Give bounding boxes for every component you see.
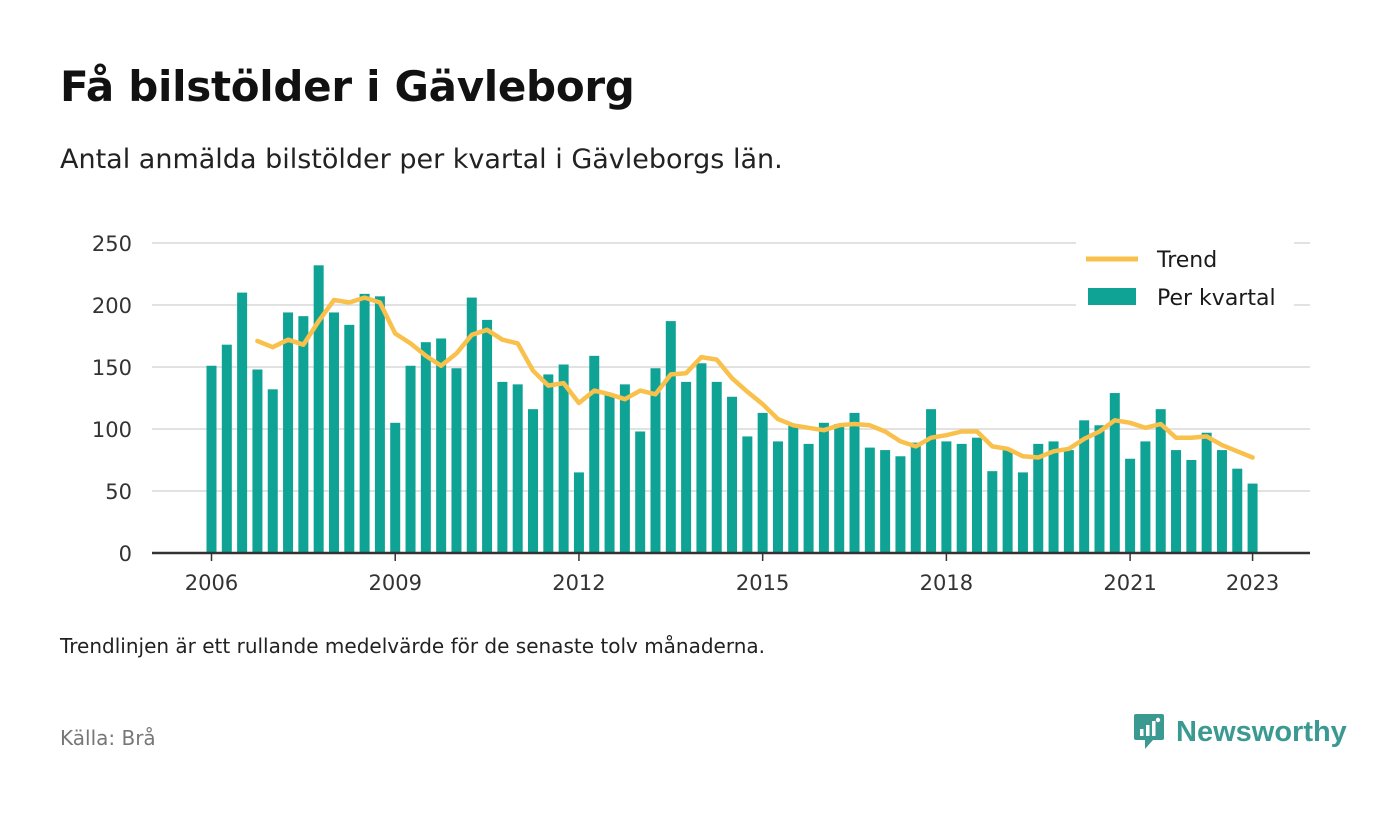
bar [956,443,967,553]
bar [619,384,630,553]
newsworthy-logo-icon [1134,714,1164,749]
bar [283,312,294,553]
bar [727,396,738,553]
bar [313,265,324,553]
bar [895,456,906,553]
bar [558,364,569,553]
chart-title: Få bilstölder i Gävleborg [60,62,635,111]
footnote: Trendlinjen är ett rullande medelvärde f… [60,634,766,658]
legend-background [1076,240,1294,320]
bar [420,342,431,553]
bar [1017,472,1028,553]
y-tick-label: 0 [119,542,132,566]
bar [910,442,921,553]
bar [267,389,278,553]
bar [1247,483,1258,553]
bar [237,292,248,553]
bar [635,431,646,553]
bar [880,450,891,553]
bar [1155,409,1166,553]
bar-chart: 0 50 100 150 200 250 2006 2009 2012 2015 2018 2021 2… [92,232,1310,595]
legend: Trend Per kvartal [1076,240,1294,320]
bar [374,296,385,553]
bar [1201,432,1212,553]
y-tick-label: 100 [92,418,132,442]
bar [252,369,263,553]
bar [803,443,814,553]
bar [604,394,615,553]
legend-trend-label: Trend [1156,248,1217,273]
bar [681,381,692,553]
y-tick-label: 50 [105,480,132,504]
bar [1140,441,1151,553]
bar [436,338,447,553]
bar [788,424,799,553]
bar [573,472,584,553]
bar [206,365,217,553]
x-tick-label: 2018 [920,571,973,595]
x-tick-label: 2023 [1226,571,1279,595]
bar [512,384,523,553]
x-tick-label: 2021 [1103,571,1156,595]
bar [818,422,829,553]
bar [221,344,232,553]
bar [1171,450,1182,553]
bar [466,297,477,553]
bar [482,319,493,553]
trend-line [255,295,1255,460]
bar [1186,460,1197,553]
bar [864,447,875,553]
bar [1033,443,1044,553]
newsworthy-logo[interactable]: Newsworthy [1132,712,1347,752]
x-tick-label: 2015 [736,571,789,595]
bar [528,409,539,553]
bar [1094,425,1105,553]
x-tick-label: 2006 [185,571,238,595]
bar [941,441,952,553]
bar [1002,450,1013,553]
bar [987,471,998,553]
bar [665,321,676,553]
bar [1063,450,1074,553]
bar [543,374,554,553]
bar [451,368,462,553]
bar [1216,450,1227,553]
bar [742,436,753,553]
bar [1048,441,1059,553]
bar [298,316,309,553]
y-tick-label: 250 [92,232,132,256]
trend-line-layer [255,295,1255,460]
y-tick-label: 150 [92,356,132,380]
legend-bar-label: Per kvartal [1157,286,1276,311]
bar [972,437,982,553]
bar [1125,458,1136,553]
bar [359,293,370,553]
bar [650,368,661,553]
bar [849,412,860,553]
bar [344,324,355,553]
bar [696,363,707,553]
bar [834,424,845,553]
bar [405,365,416,553]
brand-name: Newsworthy [1176,715,1347,748]
bars [206,265,1258,553]
chart-subtitle: Antal anmälda bilstölder per kvartal i G… [60,144,783,175]
bar [711,381,722,553]
bar [1079,420,1090,553]
bar [390,422,401,553]
bar [497,381,508,553]
bar [1232,468,1243,553]
source-label: Källa: Brå [60,726,156,750]
axes: 0 50 100 150 200 250 2006 2009 2012 2015 2018 2021 2… [92,232,1310,595]
bar [757,412,768,553]
bar [1109,393,1120,553]
bar [328,312,339,553]
legend-bar-swatch [1088,288,1136,305]
x-tick-label: 2012 [552,571,605,595]
y-tick-label: 200 [92,294,132,318]
x-tick-label: 2009 [368,571,421,595]
bar [772,441,783,553]
bar [926,409,937,553]
bar [589,355,600,553]
